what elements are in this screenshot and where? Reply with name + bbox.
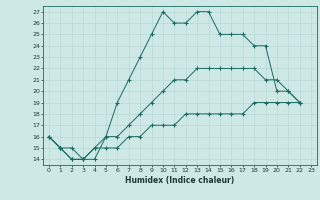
X-axis label: Humidex (Indice chaleur): Humidex (Indice chaleur) [125, 176, 235, 185]
